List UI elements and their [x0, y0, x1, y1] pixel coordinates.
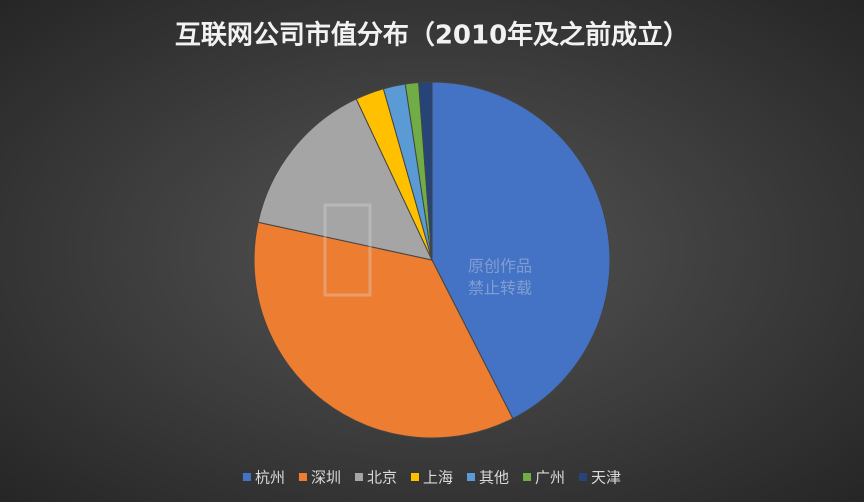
legend: 杭州 深圳 北京 上海 其他 广州 天津 — [242, 469, 621, 487]
legend-item: 广州 — [523, 469, 565, 487]
legend-label: 北京 — [367, 469, 397, 487]
watermark-logo — [323, 203, 372, 297]
legend-swatch — [467, 473, 476, 481]
legend-item: 深圳 — [298, 469, 341, 487]
legend-item: 杭州 — [242, 469, 285, 487]
legend-swatch — [523, 473, 532, 481]
legend-item: 北京 — [354, 469, 397, 487]
legend-item: 上海 — [410, 469, 453, 487]
pie — [253, 81, 611, 439]
legend-label: 天津 — [591, 469, 621, 487]
legend-label: 深圳 — [311, 469, 341, 487]
pie-slice — [253, 221, 514, 439]
legend-swatch — [298, 473, 307, 481]
chart-title: 互联网公司市值分布（2010年及之前成立） — [175, 20, 689, 51]
legend-label: 其他 — [479, 469, 509, 487]
legend-item: 其他 — [467, 469, 509, 487]
pie-slice — [431, 81, 611, 420]
legend-label: 上海 — [423, 469, 453, 487]
watermark-text: 原创作品 — [468, 257, 532, 276]
legend-swatch — [579, 473, 588, 481]
watermark: 原创作品 禁止转载 — [323, 203, 532, 298]
legend-label: 杭州 — [255, 469, 285, 487]
watermark-text: 禁止转载 — [468, 279, 532, 298]
legend-swatch — [410, 473, 419, 481]
pie-slice — [257, 98, 433, 261]
pie-slice — [418, 81, 433, 261]
legend-label: 广州 — [535, 469, 565, 487]
legend-swatch — [242, 473, 251, 481]
legend-swatch — [354, 473, 363, 481]
legend-item: 天津 — [579, 469, 621, 487]
